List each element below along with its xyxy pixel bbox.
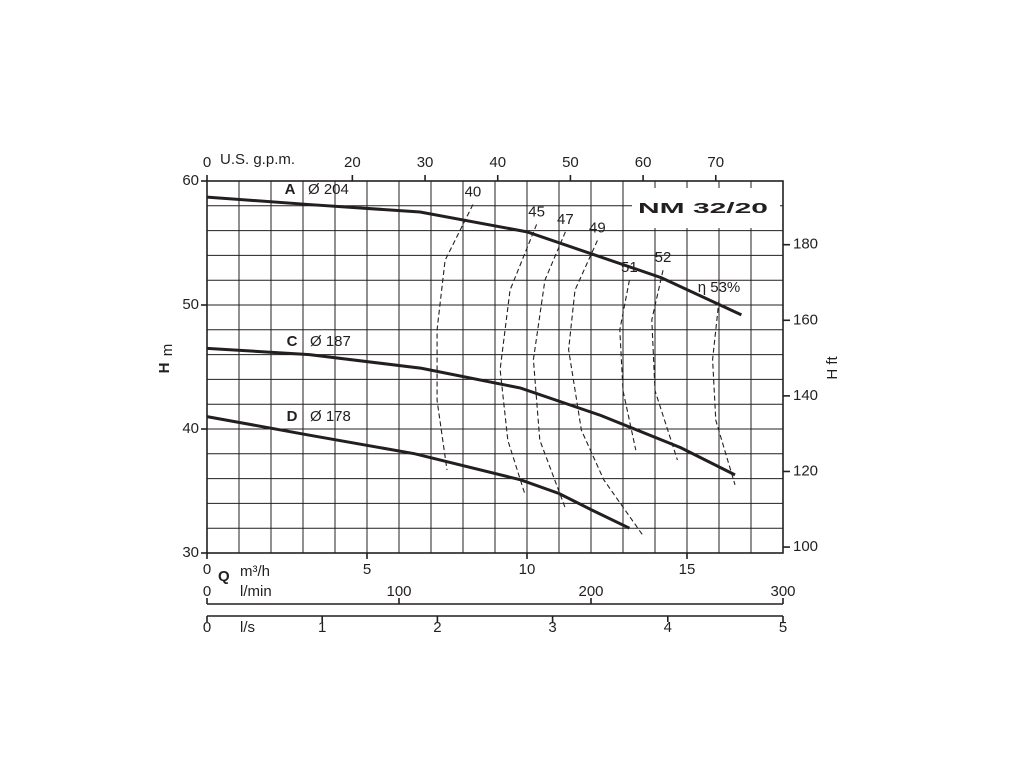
pump-curve [206,415,631,530]
y2-tick-label: 160 [793,311,818,328]
curve-diameter: Ø 187 [310,333,351,350]
y2-tick-label: 180 [793,236,818,253]
x-axis-label: Q [218,568,230,585]
y-tick-label: 30 [182,544,199,561]
y2-tick-label: 140 [793,387,818,404]
bottom-tick-label: 3 [548,619,556,636]
efficiency-curve [619,280,637,451]
bottom-tick-label: 300 [770,583,795,600]
efficiency-curve [651,270,678,461]
y2-axis-label: H ft [824,356,841,380]
bottom-tick-label: 200 [578,583,603,600]
curve-diameter: Ø 178 [310,408,351,425]
y-tick-label: 40 [182,420,199,437]
curve-name: D [287,408,298,425]
efficiency-curve [499,224,538,495]
curve-name: A [285,181,296,198]
curve-diameter: Ø 204 [308,181,349,198]
efficiency-label: 40 [465,184,482,201]
top-tick-label: 60 [635,154,652,171]
x-tick-label: 10 [519,561,536,578]
top-tick-label: 20 [344,154,361,171]
bottom-tick-label: 2 [433,619,441,636]
top-axis-label: U.S. g.p.m. [220,151,295,168]
y-tick-label: 60 [182,172,199,189]
bottom-tick-label: 0 [203,619,211,636]
top-tick-label: 30 [417,154,434,171]
bottom-tick-label: 0 [203,583,211,600]
y-tick-label: 50 [182,296,199,313]
efficiency-curve [436,204,474,470]
pump-curve [206,195,743,317]
efficiency-label: 47 [557,211,574,228]
bottom-axis-label: l/min [240,583,272,600]
y-axis-unit: m [159,344,176,357]
bottom-tick-label: 5 [779,619,787,636]
efficiency-label: 45 [528,203,545,220]
x-tick-label: 0 [203,561,211,578]
bottom-tick-label: 1 [318,619,326,636]
top-tick-label: 50 [562,154,579,171]
plot-frame [206,180,784,554]
x-tick-label: 5 [363,561,371,578]
y2-tick-label: 100 [793,538,818,555]
curve-name: C [287,333,298,350]
x-tick-label: 15 [679,561,696,578]
efficiency-label: 52 [655,249,672,266]
title-box [632,188,780,228]
efficiency-curve [712,299,736,485]
top-tick-label: 40 [489,154,506,171]
top-tick-label: 0 [203,154,211,171]
pump-curve [206,346,736,477]
efficiency-label: η 53% [698,279,741,296]
y2-tick-label: 120 [793,462,818,479]
bottom-tick-label: 4 [664,619,672,636]
x-axis-unit: m³/h [240,563,270,580]
y-axis-label: H [156,363,173,374]
chart-title: NM 32/20 [638,200,768,217]
efficiency-curve [532,231,566,509]
efficiency-label: 49 [589,219,606,236]
efficiency-curve [568,240,643,535]
top-tick-label: 70 [707,154,724,171]
bottom-tick-label: 100 [386,583,411,600]
bottom-axis-label: l/s [240,619,255,636]
